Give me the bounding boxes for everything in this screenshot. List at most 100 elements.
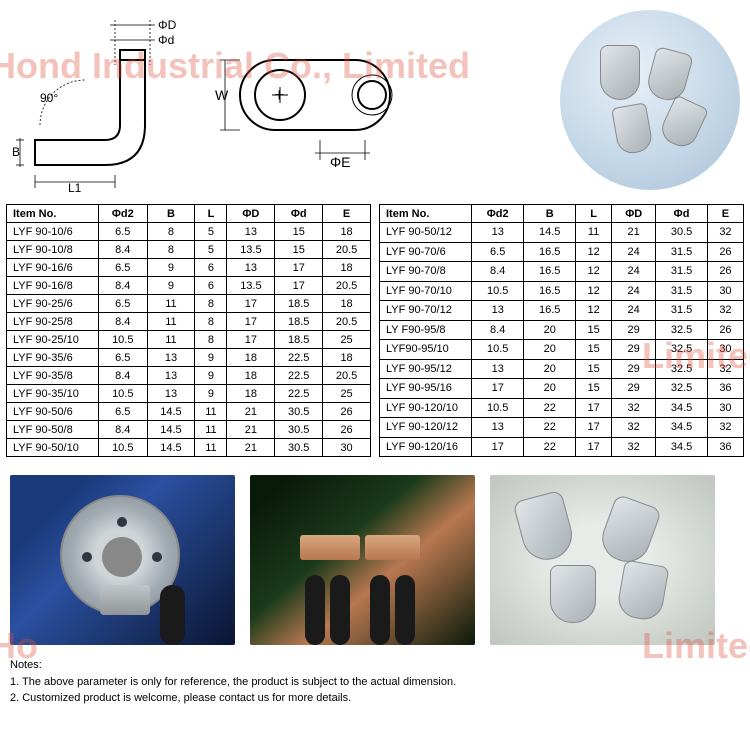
table-cell: 8.4 (99, 421, 148, 439)
table-cell: 31.5 (656, 301, 708, 321)
side-view-diagram: ΦD Φd 90° B L1 (10, 10, 190, 190)
table-cell: 13 (472, 359, 524, 379)
table-header: B (524, 205, 576, 223)
table-row: LYF 90-50/66.514.5112130.526 (7, 403, 371, 421)
table-cell: 15 (576, 379, 612, 399)
table-cell: LYF 90-35/6 (7, 349, 99, 367)
table-header: ΦD (612, 205, 656, 223)
table-cell: 17 (576, 398, 612, 418)
table-cell: 12 (576, 262, 612, 282)
table-cell: LYF90-95/10 (380, 340, 472, 360)
table-cell: 10.5 (99, 331, 148, 349)
table-cell: 17 (576, 418, 612, 438)
table-row: LY F90-95/88.420152932.526 (380, 320, 744, 340)
table-cell: 32.5 (656, 379, 708, 399)
table-cell: 20.5 (323, 277, 371, 295)
table-cell: 8 (195, 331, 227, 349)
table-cell: 16.5 (524, 301, 576, 321)
table-cell: LYF 90-10/6 (7, 223, 99, 241)
table-cell: 14.5 (147, 439, 195, 457)
table-cell: 26 (707, 320, 743, 340)
table-cell: 34.5 (656, 418, 708, 438)
table-row: LYF 90-120/1010.522173234.530 (380, 398, 744, 418)
table-cell: 13 (147, 367, 195, 385)
table-cell: 6 (195, 277, 227, 295)
table-row: LYF 90-120/121322173234.532 (380, 418, 744, 438)
table-cell: 6 (195, 259, 227, 277)
table-cell: 20 (524, 359, 576, 379)
table-header: ΦD (227, 205, 275, 223)
table-cell: 6.5 (99, 349, 148, 367)
table-cell: 32 (707, 418, 743, 438)
table-cell: 29 (612, 340, 656, 360)
table-cell: 8.4 (99, 241, 148, 259)
table-cell: 32.5 (656, 359, 708, 379)
table-cell: 12 (576, 281, 612, 301)
table-cell: 20.5 (323, 313, 371, 331)
table-header: E (707, 205, 743, 223)
table-cell: LYF 90-35/8 (7, 367, 99, 385)
table-cell: 13 (147, 385, 195, 403)
table-cell: 8 (195, 313, 227, 331)
table-cell: 11 (147, 331, 195, 349)
table-cell: 11 (195, 439, 227, 457)
table-cell: 14.5 (147, 421, 195, 439)
table-cell: 22.5 (275, 349, 323, 367)
table-cell: LYF 90-95/12 (380, 359, 472, 379)
table-row: LYF 90-70/121316.5122431.532 (380, 301, 744, 321)
product-photo-2 (490, 475, 715, 645)
table-cell: 31.5 (656, 242, 708, 262)
table-cell: 8.4 (472, 320, 524, 340)
table-cell: 17 (227, 295, 275, 313)
table-cell: 26 (707, 242, 743, 262)
table-cell: 21 (227, 421, 275, 439)
table-row: LYF 90-50/121314.5112130.532 (380, 223, 744, 243)
notes-line1: 1. The above parameter is only for refer… (10, 674, 740, 691)
table-cell: 13.5 (227, 241, 275, 259)
application-photo-2 (250, 475, 475, 645)
table-row: LYF 90-35/1010.51391822.525 (7, 385, 371, 403)
table-cell: 17 (275, 259, 323, 277)
table-cell: 30.5 (656, 223, 708, 243)
table-cell: LYF 90-70/10 (380, 281, 472, 301)
table-cell: LYF 90-50/12 (380, 223, 472, 243)
table-cell: 18 (227, 367, 275, 385)
table-cell: 30 (707, 398, 743, 418)
table-row: LYF 90-25/1010.51181718.525 (7, 331, 371, 349)
table-row: LYF 90-50/88.414.5112130.526 (7, 421, 371, 439)
table-cell: 22 (524, 437, 576, 457)
table-cell: 5 (195, 241, 227, 259)
table-cell: 32 (707, 223, 743, 243)
table-cell: LYF 90-120/12 (380, 418, 472, 438)
table-row: LYF 90-16/66.596131718 (7, 259, 371, 277)
table-cell: 14.5 (147, 403, 195, 421)
table-cell: 15 (576, 340, 612, 360)
table-header: Φd2 (99, 205, 148, 223)
table-cell: 11 (576, 223, 612, 243)
table-cell: 29 (612, 359, 656, 379)
table-cell: 22.5 (275, 367, 323, 385)
photos-row (0, 465, 750, 655)
table-cell: 18 (227, 385, 275, 403)
table-header: Φd (275, 205, 323, 223)
table-cell: 18 (323, 259, 371, 277)
table-cell: 32.5 (656, 340, 708, 360)
table-cell: 32 (707, 359, 743, 379)
label-phiD: ΦD (158, 18, 177, 32)
table-row: LYF 90-35/88.41391822.520.5 (7, 367, 371, 385)
table-cell: 13 (147, 349, 195, 367)
table-cell: LYF 90-70/8 (380, 262, 472, 282)
table-cell: 20 (524, 379, 576, 399)
table-cell: 16.5 (524, 281, 576, 301)
table-cell: 17 (275, 277, 323, 295)
table-cell: 36 (707, 437, 743, 457)
table-cell: 21 (227, 403, 275, 421)
table-cell: 25 (323, 385, 371, 403)
table-cell: 18 (323, 223, 371, 241)
table-cell: 8 (147, 241, 195, 259)
table-cell: LYF 90-95/16 (380, 379, 472, 399)
table-cell: 10.5 (99, 385, 148, 403)
table-cell: 10.5 (472, 281, 524, 301)
table-cell: 9 (147, 259, 195, 277)
table-cell: 13 (472, 301, 524, 321)
